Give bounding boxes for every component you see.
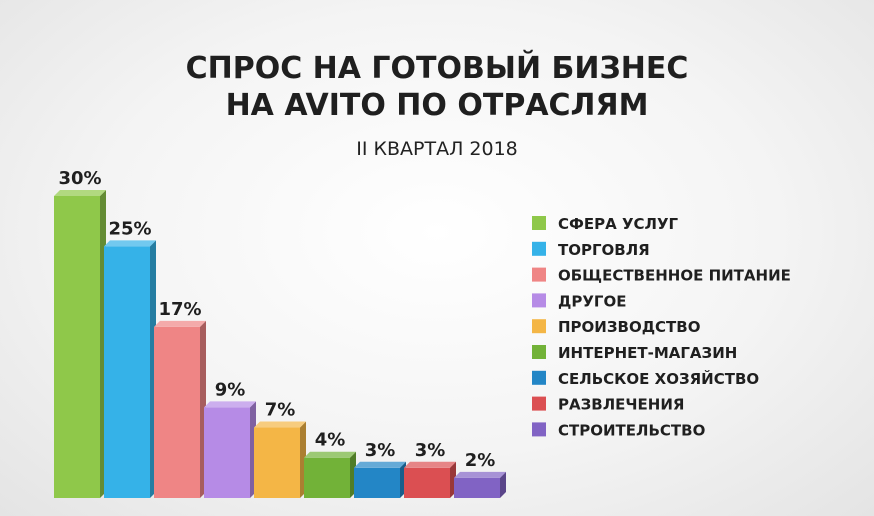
bar-front (54, 196, 100, 498)
legend-label: ТОРГОВЛЯ (558, 241, 650, 259)
bar-top (54, 190, 106, 196)
legend-label: СЕЛЬСКОЕ ХОЗЯЙСТВО (558, 369, 759, 388)
legend-swatch (532, 319, 546, 334)
legend-label: ИНТЕРНЕТ-МАГАЗИН (558, 344, 737, 362)
bar-4: 9% (204, 379, 256, 498)
bar-top (104, 240, 156, 247)
legend-item-1: СФЕРА УСЛУГ (532, 215, 679, 233)
bar-side (500, 471, 506, 498)
bar-top (354, 461, 406, 468)
bar-front (154, 326, 200, 498)
bar-7: 3% (354, 440, 406, 498)
bar-value-label: 3% (415, 440, 446, 461)
bar-6: 4% (304, 430, 356, 498)
bar-value-label: 2% (465, 450, 496, 471)
bar-value-label: 9% (215, 379, 246, 400)
bar-top (254, 421, 306, 428)
bar-8: 3% (404, 440, 456, 498)
legend-label: СТРОИТЕЛЬСТВО (558, 421, 705, 439)
bar-3: 17% (154, 299, 206, 498)
legend-item-6: ИНТЕРНЕТ-МАГАЗИН (532, 344, 737, 362)
legend-swatch (532, 422, 546, 437)
bar-front (104, 246, 150, 498)
legend-item-3: ОБЩЕСТВЕННОЕ ПИТАНИЕ (532, 267, 791, 285)
legend-label: РАЗВЛЕЧЕНИЯ (558, 396, 684, 414)
bar-top (404, 461, 456, 468)
legend-swatch (532, 267, 546, 282)
legend-swatch (532, 396, 546, 411)
chart-subtitle: II КВАРТАЛ 2018 (356, 138, 518, 160)
bar-front (204, 407, 250, 498)
legend-swatch (532, 345, 546, 359)
bar-value-label: 4% (315, 430, 346, 451)
legend-label: ДРУГОЕ (558, 292, 626, 310)
bar-2: 25% (104, 218, 156, 499)
bar-top (304, 451, 356, 458)
bar-9: 2% (454, 450, 506, 498)
bar-top (204, 401, 256, 408)
bar-front (254, 427, 300, 498)
bar-value-label: 25% (108, 218, 151, 239)
bar-value-label: 7% (265, 400, 296, 421)
chart-title-line1: СПРОС НА ГОТОВЫЙ БИЗНЕС (186, 50, 689, 86)
legend-label: ПРОИЗВОДСТВО (558, 318, 700, 336)
legend: СФЕРА УСЛУГ ТОРГОВЛЯ ОБЩЕСТВЕННОЕ ПИТАНИЕ Д… (532, 215, 791, 439)
bar-front (454, 477, 500, 498)
bar-1: 30% (54, 168, 106, 498)
legend-label: СФЕРА УСЛУГ (558, 215, 679, 233)
bar-front (404, 467, 450, 498)
legend-swatch (532, 370, 546, 385)
legend-swatch (532, 293, 546, 308)
legend-swatch (532, 241, 546, 256)
bars-group: 30% 25% 17% 9% 7% 4% 3% 3% 2% (54, 168, 506, 499)
bar-value-label: 17% (158, 299, 201, 320)
legend-item-7: СЕЛЬСКОЕ ХОЗЯЙСТВО (532, 369, 759, 388)
bar-front (354, 467, 400, 498)
legend-item-9: СТРОИТЕЛЬСТВО (532, 421, 705, 439)
legend-item-4: ДРУГОЕ (532, 292, 626, 310)
bar-5: 7% (254, 400, 306, 498)
bar-front (304, 457, 350, 498)
legend-item-8: РАЗВЛЕЧЕНИЯ (532, 396, 684, 414)
bar-value-label: 30% (58, 168, 101, 189)
legend-item-5: ПРОИЗВОДСТВО (532, 318, 700, 336)
bar-top (454, 471, 506, 478)
bar-value-label: 3% (365, 440, 396, 461)
legend-item-2: ТОРГОВЛЯ (532, 241, 650, 259)
chart-title-line2: НА AVITO ПО ОТРАСЛЯМ (226, 88, 649, 123)
bar-top (154, 320, 206, 327)
legend-label: ОБЩЕСТВЕННОЕ ПИТАНИЕ (558, 267, 791, 285)
legend-swatch (532, 216, 546, 230)
